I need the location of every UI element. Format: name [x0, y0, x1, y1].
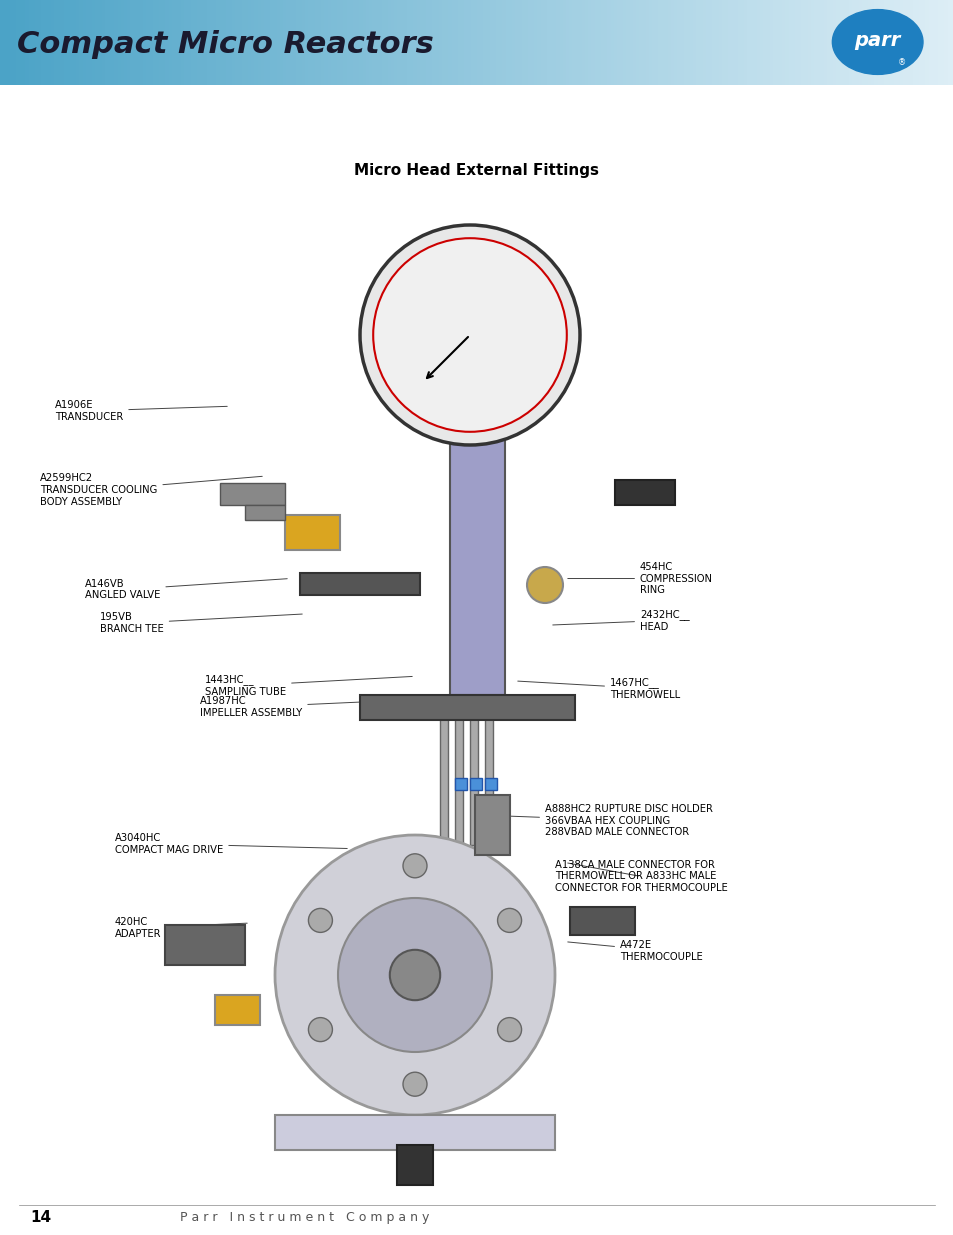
Bar	[165, 925, 245, 965]
Text: A146VB
ANGLED VALVE: A146VB ANGLED VALVE	[85, 579, 287, 600]
Text: 2432HC__
HEAD: 2432HC__ HEAD	[552, 609, 689, 631]
Circle shape	[308, 1018, 332, 1041]
Bar	[359, 695, 575, 720]
Text: A3040HC
COMPACT MAG DRIVE: A3040HC COMPACT MAG DRIVE	[115, 834, 347, 855]
Bar	[470, 778, 481, 790]
Text: 454HC
COMPRESSION
RING: 454HC COMPRESSION RING	[567, 562, 712, 595]
Circle shape	[274, 835, 555, 1115]
Circle shape	[402, 1072, 427, 1097]
Bar	[484, 695, 493, 845]
Text: A472E
THERMOCOUPLE: A472E THERMOCOUPLE	[567, 940, 702, 962]
Bar	[220, 483, 285, 505]
Bar	[569, 906, 635, 935]
Bar	[475, 795, 510, 855]
Text: A1987HC
IMPELLER ASSEMBLY: A1987HC IMPELLER ASSEMBLY	[200, 697, 412, 718]
Text: 420HC
ADAPTER: 420HC ADAPTER	[115, 916, 247, 939]
Text: A2599HC2
TRANSDUCER COOLING
BODY ASSEMBLY: A2599HC2 TRANSDUCER COOLING BODY ASSEMBL…	[40, 473, 262, 506]
Text: A1906E
TRANSDUCER: A1906E TRANSDUCER	[55, 400, 227, 421]
Circle shape	[337, 898, 492, 1052]
Bar	[455, 695, 462, 845]
Bar	[455, 778, 467, 790]
Bar	[396, 1145, 433, 1186]
Circle shape	[402, 853, 427, 878]
Circle shape	[308, 909, 332, 932]
Bar	[245, 505, 285, 520]
Text: A138CA MALE CONNECTOR FOR
THERMOWELL OR A833HC MALE
CONNECTOR FOR THERMOCOUPLE: A138CA MALE CONNECTOR FOR THERMOWELL OR …	[555, 860, 727, 893]
Bar	[470, 695, 477, 845]
Bar	[615, 480, 675, 505]
Circle shape	[359, 225, 579, 445]
Text: P a r r   I n s t r u m e n t   C o m p a n y: P a r r I n s t r u m e n t C o m p a n …	[180, 1210, 429, 1224]
Circle shape	[497, 1018, 521, 1041]
Text: Compact Micro Reactors: Compact Micro Reactors	[17, 30, 434, 59]
Circle shape	[373, 238, 566, 432]
Bar	[285, 515, 339, 550]
Text: Micro Head External Fittings: Micro Head External Fittings	[355, 163, 598, 178]
Text: parr: parr	[854, 31, 900, 51]
Circle shape	[497, 909, 521, 932]
Text: ®: ®	[897, 58, 904, 67]
Text: 14: 14	[30, 1209, 51, 1224]
Text: 1443HC__
SAMPLING TUBE: 1443HC__ SAMPLING TUBE	[205, 674, 412, 697]
Circle shape	[390, 950, 439, 1000]
Text: 1467HC__
THERMOWELL: 1467HC__ THERMOWELL	[517, 677, 679, 700]
Bar	[450, 345, 504, 695]
Bar	[214, 995, 260, 1025]
Bar	[439, 695, 448, 845]
Text: A888HC2 RUPTURE DISC HOLDER
366VBAA HEX COUPLING
288VBAD MALE CONNECTOR: A888HC2 RUPTURE DISC HOLDER 366VBAA HEX …	[507, 804, 712, 837]
Bar	[484, 778, 497, 790]
Circle shape	[526, 567, 562, 603]
Text: 195VB
BRANCH TEE: 195VB BRANCH TEE	[100, 613, 302, 634]
Bar	[299, 573, 419, 595]
Bar	[274, 1115, 555, 1150]
Ellipse shape	[831, 10, 922, 74]
